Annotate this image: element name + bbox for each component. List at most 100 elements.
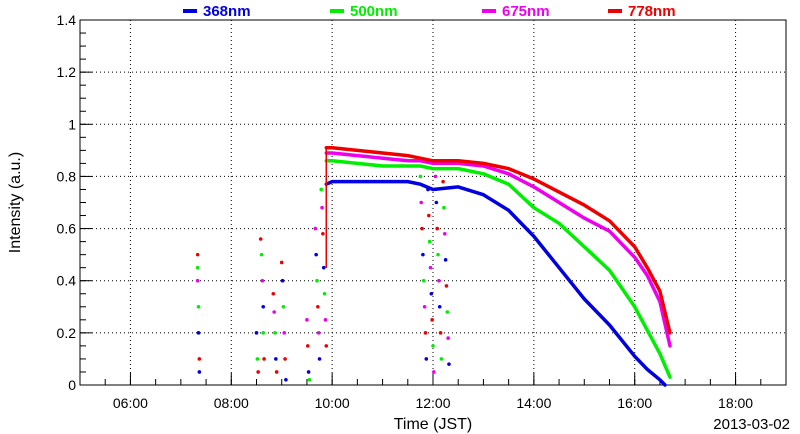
scatter-point: [439, 357, 444, 361]
scatter-point: [261, 331, 266, 335]
y-tick-label: 1.2: [57, 64, 77, 80]
y-tick-label: 1: [68, 116, 76, 132]
x-tick-label: 10:00: [315, 395, 350, 411]
scatter-point: [259, 252, 264, 257]
x-tick-label: 06:00: [113, 395, 148, 411]
series-lines: [324, 146, 672, 387]
scatter-point: [307, 377, 312, 382]
y-axis-label: Intensity (a.u.): [7, 152, 24, 253]
scatter-point: [426, 213, 431, 218]
scatter-point: [323, 318, 328, 322]
scatter-point: [432, 370, 436, 374]
scatter-point: [255, 357, 260, 361]
scatter-point: [419, 200, 424, 205]
date-label: 2013-03-02: [713, 416, 790, 433]
scatter-point: [314, 252, 318, 257]
scatter-point: [437, 304, 442, 309]
scatter-point: [282, 331, 287, 335]
grid-lines: [80, 20, 786, 385]
plot-frame: [79, 19, 787, 386]
scatter-point: [274, 370, 279, 374]
legend-label-368nm: 368nm: [203, 3, 251, 20]
scatter-point: [316, 331, 321, 335]
scatter-point: [424, 357, 429, 361]
scatter-point: [428, 265, 433, 270]
y-tick-label: 0: [68, 377, 76, 393]
scatter-point: [195, 252, 200, 257]
y-tick-label: 0.6: [57, 221, 77, 237]
scatter-point: [444, 284, 449, 288]
scatter-point: [305, 318, 309, 322]
scatter-point: [322, 291, 327, 296]
scatter-point: [442, 205, 446, 210]
x-tick-label: 08:00: [214, 395, 249, 411]
scatter-point: [438, 331, 443, 335]
legend-label-675nm: 675nm: [502, 3, 550, 20]
x-axis-label: Time (JST): [394, 416, 473, 433]
scatter-point: [280, 278, 285, 283]
scatter-point: [420, 226, 424, 231]
x-axis: 06:00 08:00 10:00 12:00 14:00 16:00 18:00: [79, 373, 787, 411]
scatter-point: [195, 265, 200, 270]
x-tick-label: 16:00: [617, 395, 652, 411]
scatter-point: [284, 377, 288, 382]
legend: 368nm 500nm 675nm 778nm: [183, 3, 676, 20]
scatter-point: [447, 362, 451, 366]
scatter-point: [427, 239, 432, 244]
x-tick-label: 14:00: [516, 395, 551, 411]
scatter-point: [321, 231, 325, 236]
scatter-point: [197, 357, 202, 361]
series-line-500nm: [324, 159, 672, 379]
y-tick-label: 0.2: [57, 325, 77, 341]
scatter-point: [279, 260, 284, 265]
scatter-point: [317, 357, 322, 361]
scatter-point: [274, 357, 278, 361]
legend-label-778nm: 778nm: [628, 3, 676, 20]
scatter-point: [258, 237, 263, 241]
scatter-point: [272, 310, 276, 314]
scatter-point: [196, 304, 201, 309]
legend-label-500nm: 500nm: [350, 3, 398, 20]
scatter-point: [443, 258, 448, 262]
scatter-point: [271, 291, 276, 296]
scatter-point: [434, 200, 439, 205]
scatter-point: [442, 231, 447, 236]
scatter-point: [315, 278, 319, 283]
scatter-point: [196, 331, 201, 335]
scatter-point: [319, 187, 324, 192]
scatter-points: [195, 174, 451, 382]
scatter-point: [437, 278, 441, 283]
scatter-point: [418, 174, 423, 179]
y-tick-label: 0.4: [57, 273, 77, 289]
scatter-point: [436, 252, 440, 257]
scatter-point: [261, 304, 266, 309]
scatter-point: [313, 226, 318, 231]
x-tick-label: 18:00: [718, 395, 753, 411]
scatter-point: [423, 331, 428, 335]
scatter-point: [254, 331, 259, 335]
series-line-675nm: [324, 151, 672, 348]
y-tick-label: 0.8: [57, 168, 77, 184]
scatter-point: [305, 344, 310, 348]
y-axis: 0 0.2 0.4 0.6 0.8 1 1.2 1.4: [57, 12, 92, 393]
scatter-point: [433, 174, 438, 179]
scatter-point: [435, 226, 440, 231]
scatter-point: [260, 278, 265, 283]
x-tick-label: 12:00: [415, 395, 450, 411]
series-line-368nm: [324, 179, 667, 387]
series-line-778nm: [324, 146, 672, 335]
y-tick-label: 1.4: [57, 12, 77, 28]
scatter-point: [431, 344, 435, 348]
scatter-point: [429, 291, 434, 296]
scatter-point: [283, 357, 287, 361]
scatter-point: [421, 252, 425, 257]
scatter-point: [446, 336, 450, 340]
scatter-point: [316, 304, 320, 309]
scatter-point: [197, 370, 202, 374]
scatter-point: [422, 304, 427, 309]
scatter-point: [320, 205, 324, 210]
scatter-point: [445, 310, 450, 314]
scatter-point: [256, 370, 260, 374]
scatter-point: [441, 179, 445, 184]
